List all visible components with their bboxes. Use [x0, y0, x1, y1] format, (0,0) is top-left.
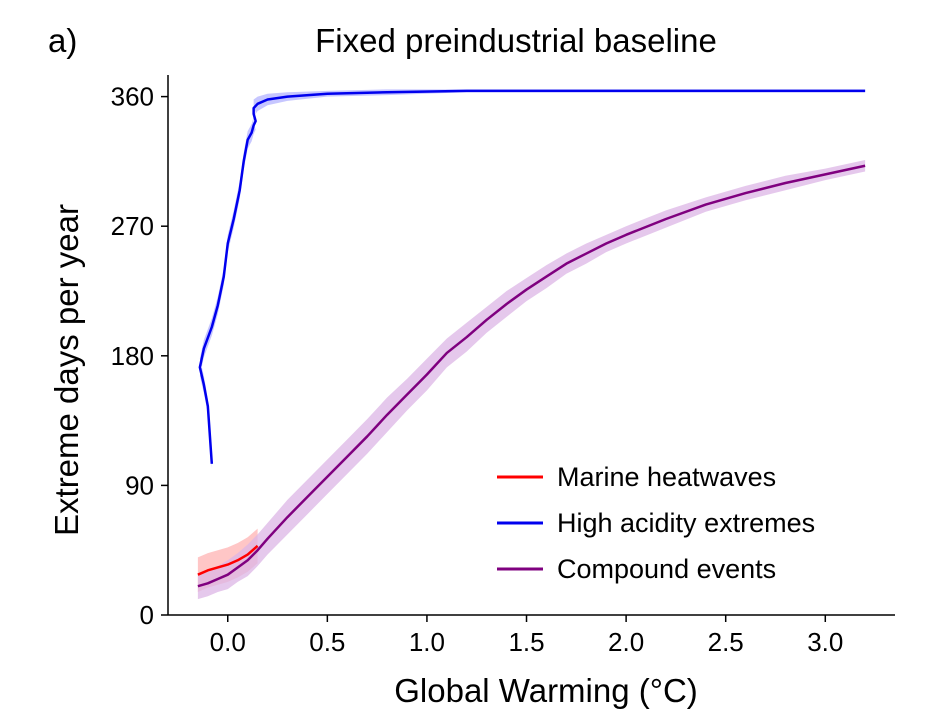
x-tick-label: 1.5 [508, 627, 544, 657]
series-lines [197, 89, 866, 588]
high-acidity-extremes-line [198, 89, 866, 464]
x-tick-label: 2.0 [608, 627, 644, 657]
marine-heatwaves-legend-label: Marine heatwaves [557, 462, 776, 492]
x-ticks: 0.0 0.5 1.0 1.5 2.0 2.5 3.0 [210, 615, 843, 657]
panel-label: a) [48, 22, 77, 59]
y-tick-label: 90 [125, 470, 154, 500]
compound-events-line [197, 164, 866, 588]
y-tick-label: 270 [111, 211, 154, 241]
y-tick-label: 180 [111, 341, 154, 371]
x-tick-label: 3.0 [807, 627, 843, 657]
marine-heatwaves-line [197, 544, 259, 576]
x-tick-label: 1.0 [409, 627, 445, 657]
high-acidity-extremes-legend-label: High acidity extremes [557, 508, 815, 538]
x-tick-label: 0.5 [309, 627, 345, 657]
x-axis-label: Global Warming (°C) [394, 672, 698, 709]
confidence-bands [197, 89, 866, 600]
x-tick-label: 0.0 [210, 627, 246, 657]
y-tick-label: 0 [140, 600, 154, 630]
compound-events-legend-label: Compound events [557, 554, 776, 584]
y-axis-label: Extreme days per year [48, 204, 85, 536]
x-tick-label: 2.5 [708, 627, 744, 657]
y-tick-label: 360 [111, 82, 154, 112]
y-ticks: 0 90 180 270 360 [111, 82, 168, 630]
compound-events-band [197, 159, 866, 600]
legend: Marine heatwaves High acidity extremes Com… [497, 462, 815, 584]
chart-title: Fixed preindustrial baseline [315, 22, 717, 59]
